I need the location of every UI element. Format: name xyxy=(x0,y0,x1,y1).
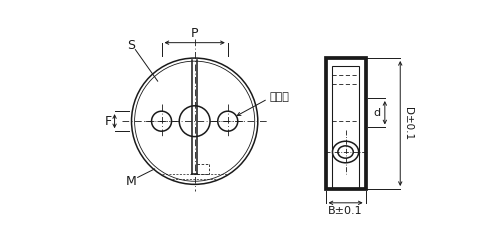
Text: D±0.1: D±0.1 xyxy=(402,107,412,140)
Text: B±0.1: B±0.1 xyxy=(328,206,363,216)
Bar xyxy=(332,66,359,189)
Text: P: P xyxy=(191,27,198,40)
Text: F: F xyxy=(104,115,112,128)
Text: M: M xyxy=(126,175,137,188)
Text: 固定穴: 固定穴 xyxy=(270,92,289,102)
Text: S: S xyxy=(128,39,136,52)
Text: d: d xyxy=(374,108,381,118)
